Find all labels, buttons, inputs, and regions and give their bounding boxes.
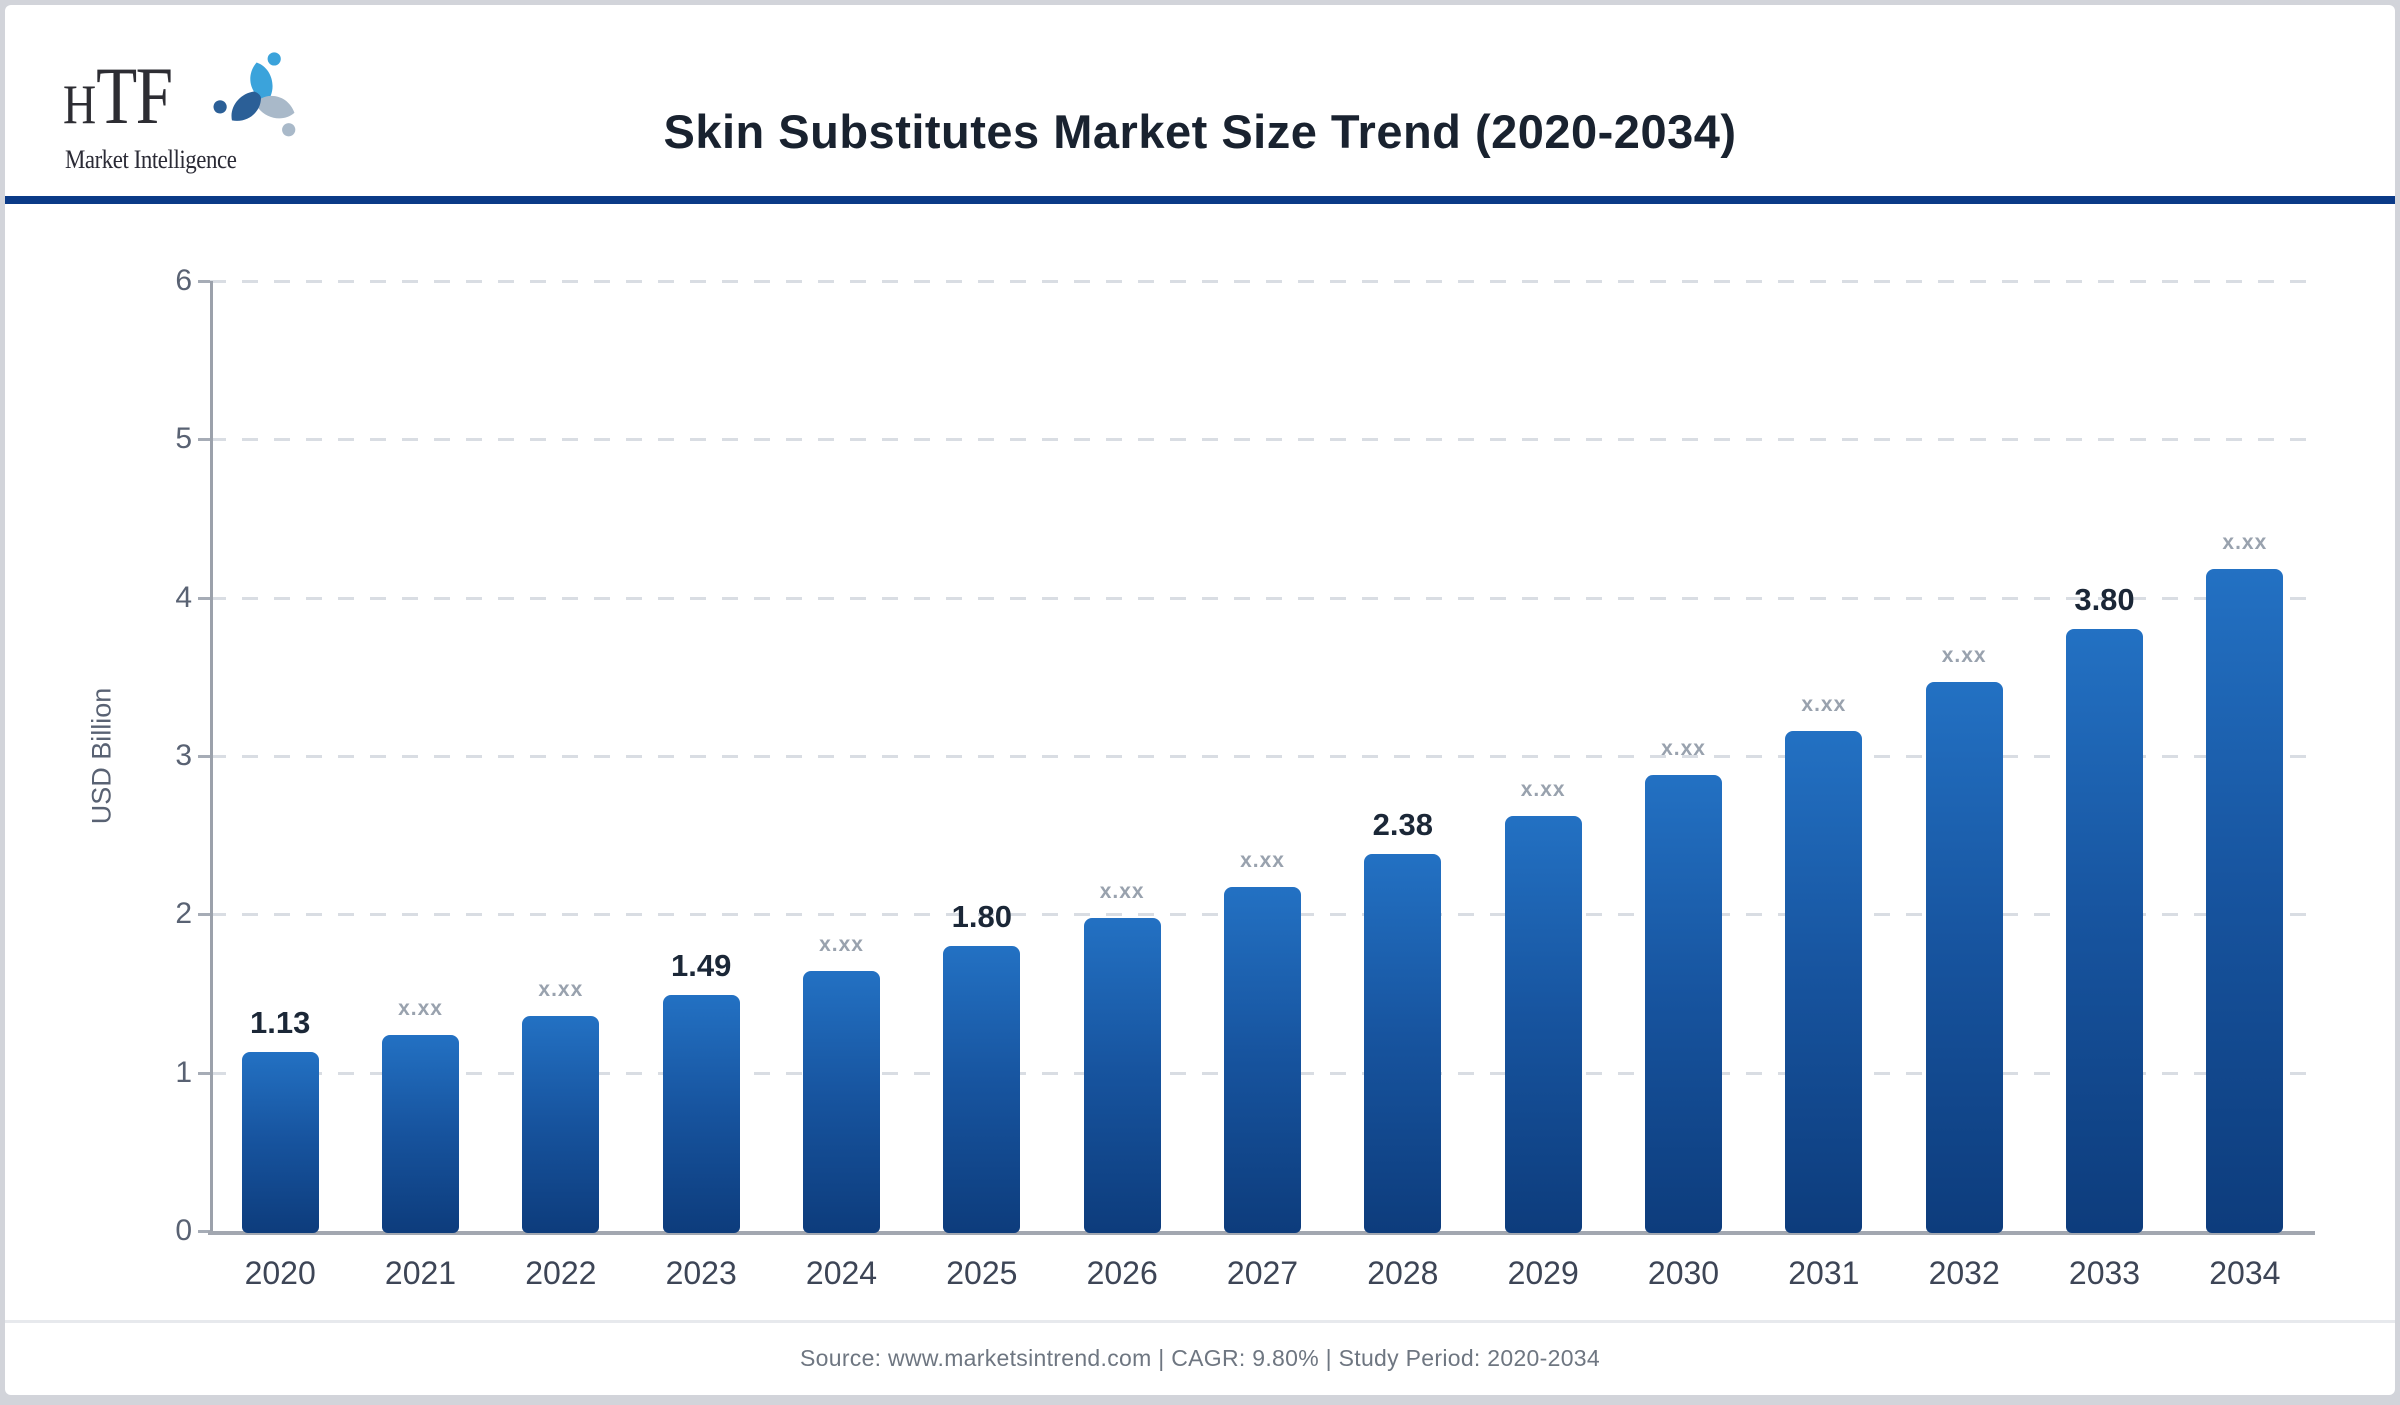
grid-line [210, 280, 2315, 283]
logo-letters-tf: TF [96, 50, 173, 141]
x-tick-label: 2020 [244, 1255, 316, 1291]
y-tick-label: 4 [175, 580, 192, 614]
bar-2032 [1925, 681, 2003, 1233]
y-tick-label: 2 [175, 897, 192, 931]
bar-2021 [382, 1034, 459, 1233]
x-axis-line [208, 1231, 2315, 1235]
bar-value-label: x.xx [2222, 531, 2268, 555]
bar-value-label: 1.13 [249, 1005, 311, 1041]
bar-value-label: x.xx [819, 933, 864, 957]
x-tick-label: 2028 [1367, 1255, 1439, 1291]
bar-2026 [1083, 917, 1161, 1233]
bar-value-label: x.xx [1801, 692, 1847, 716]
bar-2025 [943, 946, 1021, 1233]
logo-letter-h: H [63, 74, 97, 136]
bar-value-label: 1.80 [951, 899, 1012, 934]
x-tick-label: 2033 [2068, 1255, 2141, 1291]
bar-2034 [2206, 569, 2284, 1233]
bar-value-label: x.xx [1941, 643, 1987, 667]
bar-value-label: x.xx [1240, 849, 1285, 873]
footer-divider [5, 1320, 2395, 1323]
grid-line [210, 438, 2315, 442]
footer-source-text: Source: www.marketsintrend.com | CAGR: 9… [800, 1345, 1600, 1371]
y-tick-label: 0 [175, 1214, 192, 1247]
bar-chart: 0 1 2 3 4 5 6 USD Billion 1.13 2020 x.xx 2021 x.xx 20… [5, 5, 2400, 1405]
bar-2022 [522, 1015, 600, 1233]
y-axis-line [210, 281, 213, 1234]
y-tick-label: 6 [175, 264, 192, 297]
x-tick-label: 2029 [1507, 1255, 1579, 1291]
bar-value-label: x.xx [1661, 737, 1706, 760]
htf-logo: HTF Market [63, 49, 303, 174]
bar-value-label: 1.49 [670, 948, 732, 984]
x-tick-label: 2022 [525, 1255, 597, 1291]
x-tick-label: 2024 [805, 1255, 878, 1291]
grid-line [210, 755, 2315, 758]
bar-value-label: x.xx [398, 996, 443, 1020]
bar-2027 [1224, 887, 1301, 1233]
y-axis-tick [198, 596, 210, 600]
y-axis-tick [198, 280, 210, 283]
bar-2020 [241, 1052, 319, 1233]
x-tick-label: 2030 [1647, 1255, 1720, 1291]
bar-2031 [1785, 730, 1863, 1233]
y-axis-title: USD Billion [86, 687, 117, 825]
grid-line [210, 596, 2315, 600]
x-tick-label: 2023 [665, 1255, 737, 1291]
x-tick-label: 2026 [1086, 1255, 1158, 1291]
header-divider [5, 196, 2395, 204]
bar-2030 [1645, 775, 1722, 1233]
bar-value-label: x.xx [538, 977, 584, 1001]
y-axis-tick [198, 1071, 210, 1075]
bar-2024 [803, 971, 880, 1233]
logo-wordmark: HTF [63, 55, 173, 137]
y-tick-label: 1 [175, 1055, 192, 1089]
x-tick-label: 2027 [1226, 1255, 1299, 1291]
bar-value-label: x.xx [1520, 778, 1566, 802]
x-tick-label: 2034 [2209, 1255, 2281, 1291]
bar-value-label: 3.80 [2074, 582, 2135, 618]
y-tick-label: 3 [175, 739, 192, 772]
bar-2028 [1364, 854, 1442, 1233]
logo-swirl-icon [213, 52, 296, 137]
bar-2023 [662, 995, 740, 1233]
bar-value-label: 2.38 [1372, 807, 1433, 843]
y-tick-label: 5 [175, 422, 192, 456]
x-tick-label: 2021 [384, 1255, 457, 1291]
bar-2033 [2066, 629, 2143, 1233]
chart-card: HTF Market [5, 5, 2395, 1395]
y-axis-tick [198, 913, 210, 917]
bar-value-label: x.xx [1099, 879, 1145, 903]
y-axis-tick [198, 755, 210, 758]
y-axis-tick [198, 438, 210, 442]
header: HTF Market [5, 5, 2395, 204]
page-title: Skin Substitutes Market Size Trend (2020… [663, 105, 1737, 159]
x-tick-label: 2032 [1928, 1255, 2000, 1291]
y-axis-tick [198, 1230, 210, 1233]
x-tick-label: 2025 [946, 1255, 1018, 1291]
x-tick-label: 2031 [1788, 1255, 1860, 1291]
bar-2029 [1504, 816, 1582, 1233]
logo-subtitle: Market Intelligence [65, 145, 237, 174]
